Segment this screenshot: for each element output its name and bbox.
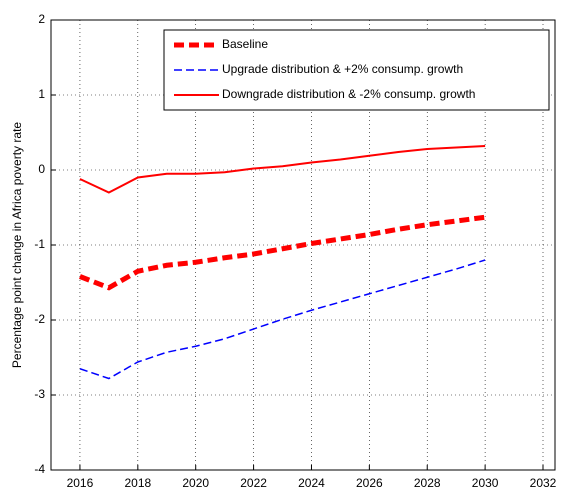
legend-label: Baseline (222, 37, 268, 51)
x-tick-label: 2016 (67, 476, 94, 490)
series-line (79, 145, 486, 194)
series-line (79, 259, 486, 380)
x-tick-label: 2032 (530, 476, 557, 490)
y-tick-label: 0 (38, 162, 45, 176)
y-tick-label: -1 (34, 237, 45, 251)
y-tick-label: -2 (34, 312, 45, 326)
series-line (79, 214, 486, 291)
legend-label: Upgrade distribution & +2% consump. grow… (222, 62, 463, 76)
legend-box (163, 29, 550, 111)
x-tick-label: 2030 (472, 476, 499, 490)
x-tick-label: 2024 (298, 476, 325, 490)
x-tick-label: 2028 (414, 476, 441, 490)
y-tick-label: -3 (34, 387, 45, 401)
x-tick-label: 2022 (240, 476, 267, 490)
x-tick-label: 2020 (182, 476, 209, 490)
legend-label: Downgrade distribution & -2% consump. gr… (222, 87, 475, 101)
y-tick-label: 2 (38, 12, 45, 26)
y-tick-label: -4 (34, 462, 45, 476)
plot-frame (50, 19, 556, 471)
x-tick-label: 2026 (356, 476, 383, 490)
y-axis-label: Percentage point change in Africa povert… (10, 122, 24, 368)
x-tick-label: 2018 (124, 476, 151, 490)
y-tick-label: 1 (38, 87, 45, 101)
